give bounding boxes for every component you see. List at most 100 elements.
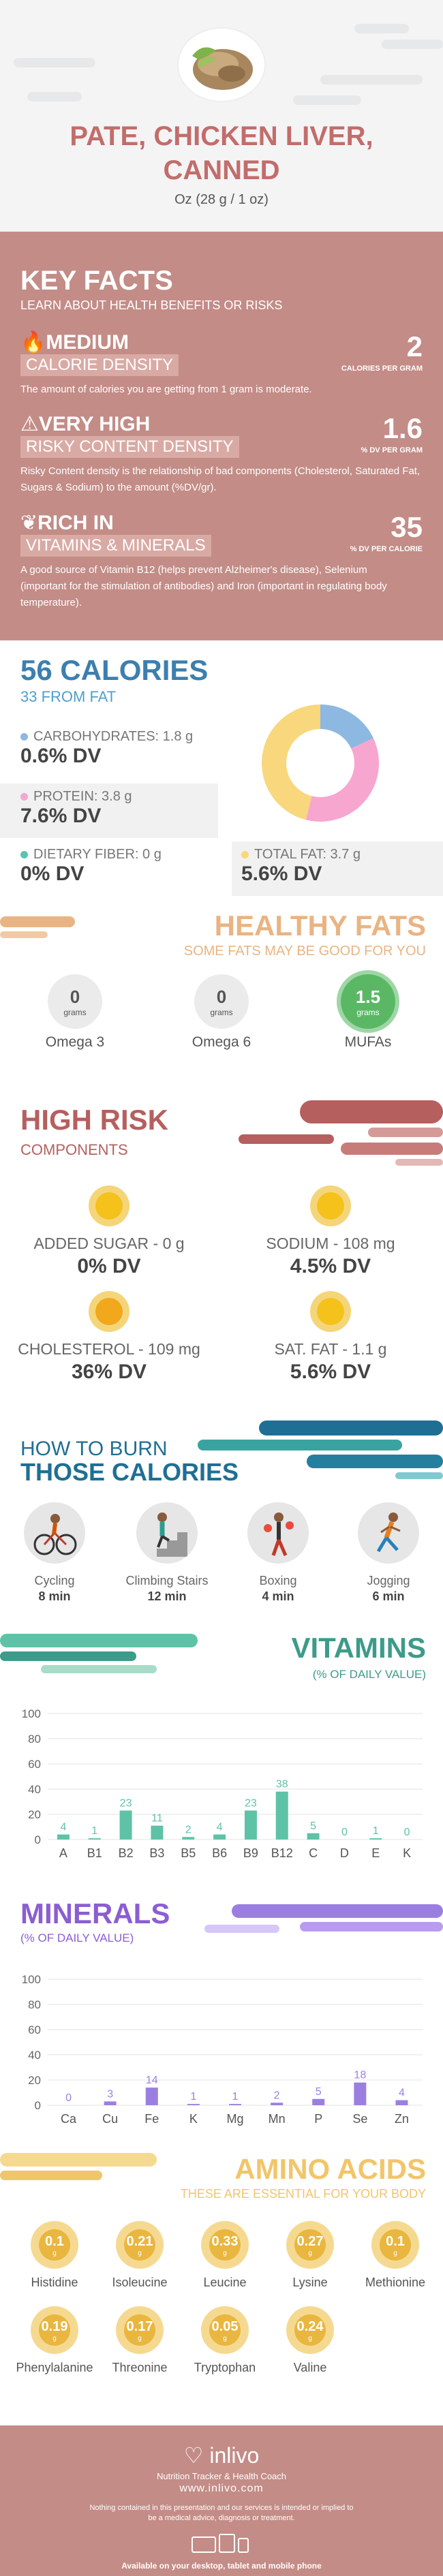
amino-name: Threonine xyxy=(112,2361,168,2374)
cycling-icon xyxy=(24,1502,85,1564)
key-fact-vitamins-minerals: ❦RICH IN VITAMINS & MINERALS 35 % DV PER… xyxy=(20,511,423,611)
disclaimer: Nothing contained in this presentation a… xyxy=(89,2504,354,2522)
activity-name: Boxing xyxy=(259,1574,297,1587)
y-tick-label: 80 xyxy=(28,1998,41,2011)
minerals-bar-chart: 0 20 40 60 80 100 0 Ca 3 Cu 14 Fe 1 K 1 Mg 2 Mn 5 P 18 Se 4 Zn xyxy=(22,1973,423,2126)
x-tick-label: B6 xyxy=(212,1846,227,1860)
amino-circle: 0.1 g xyxy=(371,2221,419,2269)
activity-time: 6 min xyxy=(372,1589,405,1603)
key-facts-subheading: LEARN ABOUT HEALTH BENEFITS OR RISKS xyxy=(20,298,283,312)
y-tick-label: 80 xyxy=(28,1733,41,1745)
fat-omega3-name: Omega 3 xyxy=(45,1034,105,1050)
fat-unit: grams xyxy=(63,1008,87,1017)
fat-omega3-circle: 0 grams xyxy=(48,974,102,1029)
bar-B12 xyxy=(275,1791,288,1840)
fat-value: 0 xyxy=(216,987,227,1007)
donut-slice-carbs xyxy=(320,704,373,749)
decor-bar xyxy=(293,95,361,105)
decor-bar xyxy=(320,75,423,84)
fat-value: 1.5 xyxy=(355,987,381,1007)
amino-unit: g xyxy=(138,2250,142,2257)
key-fact-label: VITAMINS & MINERALS xyxy=(20,535,211,557)
amino-value: 0.05 xyxy=(211,2319,239,2334)
x-tick-label: Ca xyxy=(61,2112,77,2126)
minerals-subtitle: (% OF DAILY VALUE) xyxy=(20,1931,134,1944)
x-tick-label: B12 xyxy=(271,1846,293,1860)
x-tick-label: B9 xyxy=(243,1846,258,1860)
amino-value: 0.17 xyxy=(126,2319,153,2334)
decor-stripes xyxy=(198,1421,443,1479)
key-fact-label: RISKY CONTENT DENSITY xyxy=(20,436,239,458)
amino-name: Phenylalanine xyxy=(16,2361,93,2374)
brand-name: inlivo xyxy=(209,2443,260,2468)
activity-time: 4 min xyxy=(262,1589,294,1603)
x-tick-label: K xyxy=(403,1846,411,1860)
x-tick-label: Fe xyxy=(144,2112,159,2126)
key-fact-value: 2 xyxy=(406,330,423,362)
nutrient-label: TOTAL FAT: 3.7 g xyxy=(254,847,361,862)
risk-cholesterol-dv: 36% DV xyxy=(71,1361,147,1383)
x-tick-label: B3 xyxy=(149,1846,164,1860)
x-tick-label: B2 xyxy=(119,1846,134,1860)
y-tick-label: 40 xyxy=(28,2049,41,2062)
amino-circle: 0.21 g xyxy=(116,2221,164,2269)
amino-unit: g xyxy=(393,2250,397,2257)
bar-value-label: 14 xyxy=(146,2075,158,2086)
decor-bar xyxy=(27,92,82,102)
bar-B1 xyxy=(88,1838,101,1840)
food-title-line2: CANNED xyxy=(163,155,280,185)
amino-circle: 0.17 g xyxy=(116,2306,164,2354)
x-tick-label: Se xyxy=(352,2112,367,2126)
high-risk-title: HIGH RISK xyxy=(20,1104,169,1136)
decor-bar xyxy=(382,40,443,49)
food-title: PATE, CHICKEN LIVER, CANNED xyxy=(0,119,443,187)
bar-value-label: 1 xyxy=(190,2091,196,2102)
bar-B5 xyxy=(182,1837,195,1840)
food-image xyxy=(177,27,266,102)
donut-slice-protein xyxy=(305,738,379,822)
x-tick-label: Mn xyxy=(269,2112,286,2126)
y-tick-label: 40 xyxy=(28,1783,41,1796)
calories-title: 56 CALORIES xyxy=(20,654,209,686)
decor-bar xyxy=(14,58,95,67)
key-facts-heading: KEY FACTS xyxy=(20,266,173,296)
bar-Fe xyxy=(145,2088,158,2105)
smiling-face-icon xyxy=(89,1291,129,1332)
healthy-fats-title: HEALTHY FATS xyxy=(214,910,426,942)
risk-cholesterol-label: CHOLESTEROL - 109 mg xyxy=(18,1340,200,1358)
bar-B2 xyxy=(119,1810,132,1840)
website-link[interactable]: www.inlivo.com xyxy=(179,2483,264,2494)
amino-name: Leucine xyxy=(203,2276,247,2289)
amino-circle: 0.05 g xyxy=(201,2306,249,2354)
activity-name: Cycling xyxy=(34,1574,75,1587)
y-tick-label: 20 xyxy=(28,2074,41,2087)
bar-value-label: 5 xyxy=(310,1820,316,1832)
x-tick-label: Zn xyxy=(395,2112,409,2126)
vitamins-title: VITAMINS xyxy=(291,1632,426,1664)
bar-Se xyxy=(354,2082,367,2105)
header: PATE, CHICKEN LIVER, CANNED Oz (28 g / 1… xyxy=(0,0,443,232)
bar-value-label: 23 xyxy=(120,1797,132,1809)
key-fact-level: MEDIUM xyxy=(46,331,129,354)
key-fact-unit: CALORIES PER GRAM xyxy=(341,364,423,373)
bar-K xyxy=(187,2104,200,2105)
risk-satfat-dv: 5.6% DV xyxy=(290,1361,371,1383)
burn-title-line2: THOSE CALORIES xyxy=(20,1458,239,1486)
y-tick-label: 0 xyxy=(35,2099,41,2112)
key-fact-unit: % DV PER GRAM xyxy=(361,446,423,454)
fat-dot xyxy=(241,851,249,858)
amino-acids-title: AMINO ACIDS xyxy=(234,2153,426,2185)
fat-unit: grams xyxy=(210,1008,233,1017)
amino-name: Isoleucine xyxy=(112,2276,168,2289)
devices-icon xyxy=(0,2533,443,2557)
amino-unit: g xyxy=(52,2250,57,2257)
amino-value: 0.27 xyxy=(296,2234,324,2249)
bar-B6 xyxy=(213,1834,226,1840)
nutrient-dv: 5.6% DV xyxy=(241,863,322,885)
key-fact-risky-content: ⚠VERY HIGH RISKY CONTENT DENSITY 1.6 % D… xyxy=(20,412,423,496)
amino-unit: g xyxy=(138,2335,142,2342)
amino-circle: 0.27 g xyxy=(286,2221,334,2269)
activity-time: 12 min xyxy=(147,1589,187,1603)
key-fact-value: 35 xyxy=(391,511,423,543)
y-tick-label: 100 xyxy=(22,1707,41,1720)
